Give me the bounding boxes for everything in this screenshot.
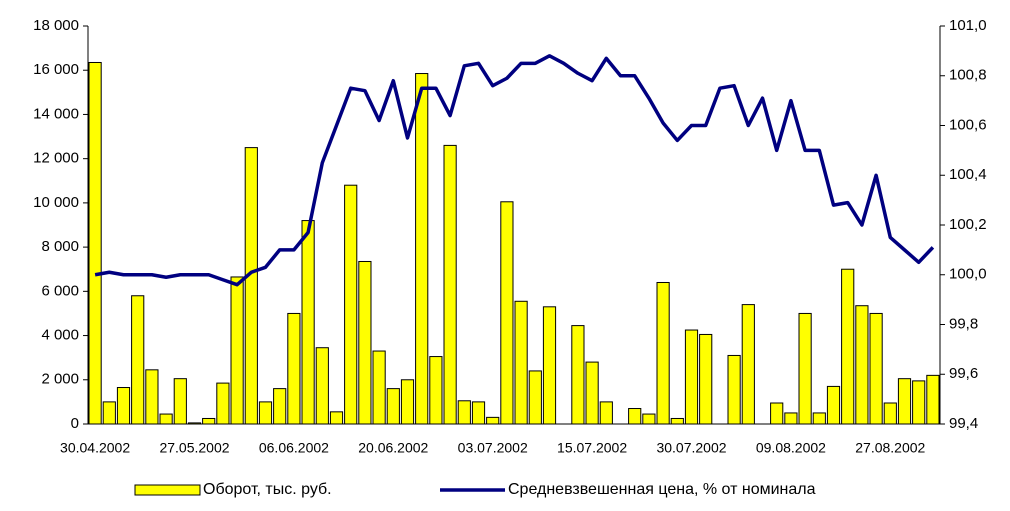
bar (670, 417, 684, 425)
bar (528, 370, 542, 425)
bar (841, 268, 855, 425)
bar (486, 416, 500, 425)
line (94, 54, 935, 287)
bar (727, 354, 741, 425)
bar (386, 388, 400, 425)
bar (571, 325, 585, 425)
bar (429, 356, 443, 425)
bar (230, 276, 244, 425)
y2-tick-label: 101,0 (949, 17, 987, 34)
y-tick-label: 6 000 (41, 282, 79, 299)
y2-tick-label: 100,8 (949, 67, 987, 84)
y-tick-label: 10 000 (33, 194, 79, 211)
bar (741, 304, 755, 425)
bar (216, 382, 230, 425)
bar (88, 61, 102, 425)
bar (798, 312, 812, 425)
bar (329, 411, 344, 425)
y-tick-label: 16 000 (33, 61, 79, 78)
bar (145, 369, 159, 425)
bar (812, 412, 826, 425)
bar (542, 306, 557, 425)
bar (173, 378, 187, 425)
bar (457, 400, 471, 425)
y-tick-label: 12 000 (33, 150, 79, 167)
bar (912, 380, 926, 425)
bar (883, 402, 897, 425)
bar (202, 417, 216, 425)
bar (358, 260, 372, 425)
bar (926, 374, 940, 425)
x-tick-label: 30.04.2002 (60, 440, 130, 456)
bar (684, 329, 699, 425)
bar (585, 361, 599, 425)
x-tick-label: 15.07.2002 (557, 440, 627, 456)
bar (826, 385, 841, 425)
bar (897, 378, 912, 425)
y2-tick-label: 99,6 (949, 365, 978, 382)
y-tick-label: 2 000 (41, 371, 79, 388)
y-tick-label: 8 000 (41, 238, 79, 255)
legend-swatch (134, 484, 201, 496)
bar (656, 281, 670, 425)
bar (102, 401, 116, 425)
bar (315, 347, 329, 425)
legend-label: Оборот, тыс. руб. (203, 481, 332, 498)
bar (770, 402, 784, 425)
y2-tick-label: 100,2 (949, 216, 987, 233)
bar (471, 401, 486, 425)
bar (258, 401, 273, 425)
x-tick-label: 09.08.2002 (756, 440, 826, 456)
x-tick-label: 20.06.2002 (358, 440, 428, 456)
legend-label: Средневзвешенная цена, % от номинала (508, 481, 816, 498)
bar (599, 401, 613, 425)
bar (301, 220, 315, 425)
bar (159, 413, 173, 425)
y2-tick-label: 99,8 (949, 315, 978, 332)
bar (869, 312, 883, 425)
y-tick-label: 4 000 (41, 327, 79, 344)
bar (784, 412, 798, 425)
bar (116, 387, 131, 425)
x-tick-label: 27.08.2002 (855, 440, 925, 456)
x-tick-label: 27.05.2002 (159, 440, 229, 456)
y2-tick-label: 100,0 (949, 266, 987, 283)
bar (443, 144, 457, 425)
bar (514, 300, 528, 425)
bar (699, 333, 713, 425)
y-tick-label: 18 000 (33, 17, 79, 34)
bar (344, 184, 358, 425)
y2-tick-label: 100,4 (949, 166, 987, 183)
bar (273, 388, 287, 425)
bar (415, 73, 429, 425)
bar (855, 305, 869, 425)
bar (500, 201, 514, 425)
bar (400, 379, 415, 425)
bar (372, 350, 386, 425)
x-tick-label: 03.07.2002 (458, 440, 528, 456)
x-tick-label: 06.06.2002 (259, 440, 329, 456)
y-tick-label: 14 000 (33, 105, 79, 122)
bar (131, 295, 145, 425)
y2-tick-label: 99,4 (949, 415, 978, 432)
bar (628, 408, 642, 425)
bar (642, 413, 656, 425)
y-tick-label: 0 (71, 415, 79, 432)
x-tick-label: 30.07.2002 (656, 440, 726, 456)
bar (244, 147, 258, 425)
y2-tick-label: 100,6 (949, 116, 987, 133)
bar (287, 312, 301, 425)
